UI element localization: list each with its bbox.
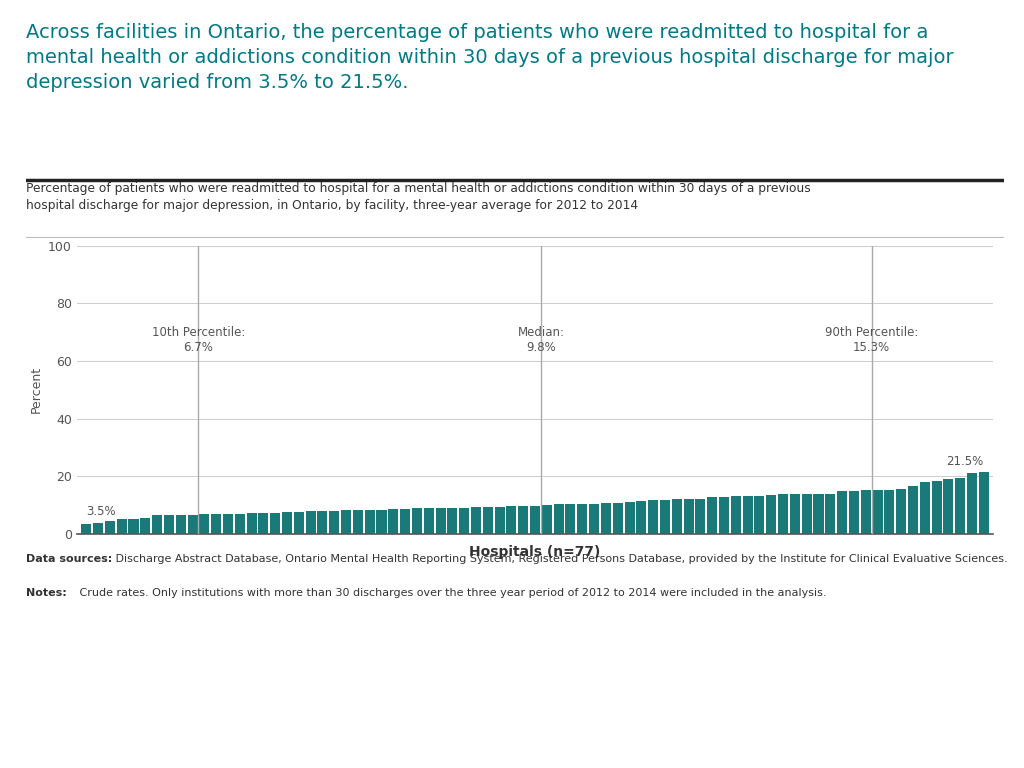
Bar bbox=[659, 500, 670, 534]
Bar bbox=[731, 496, 740, 534]
Bar bbox=[896, 489, 906, 534]
Bar bbox=[849, 491, 859, 534]
Bar bbox=[294, 512, 304, 534]
Bar bbox=[341, 510, 351, 534]
Bar bbox=[932, 482, 942, 534]
Bar bbox=[317, 511, 328, 534]
Bar bbox=[908, 485, 918, 534]
Bar bbox=[424, 508, 434, 534]
Bar bbox=[755, 496, 765, 534]
Bar bbox=[885, 489, 894, 534]
Text: Across facilities in Ontario, the percentage of patients who were readmitted to : Across facilities in Ontario, the percen… bbox=[26, 23, 953, 92]
Bar bbox=[542, 505, 552, 534]
Bar bbox=[920, 482, 930, 534]
Text: 3.5%: 3.5% bbox=[86, 505, 116, 518]
Text: www.HQOntario.ca: www.HQOntario.ca bbox=[20, 723, 138, 736]
Bar bbox=[825, 494, 836, 534]
Bar bbox=[766, 495, 776, 534]
Bar bbox=[282, 512, 292, 534]
Bar bbox=[708, 497, 717, 534]
Bar bbox=[872, 489, 883, 534]
Bar bbox=[802, 494, 812, 534]
Bar bbox=[104, 521, 115, 534]
Bar bbox=[507, 506, 516, 534]
Bar bbox=[81, 524, 91, 534]
Text: Percentage of patients who were readmitted to hospital for a mental health or ad: Percentage of patients who were readmitt… bbox=[26, 182, 810, 212]
Text: 11: 11 bbox=[502, 722, 522, 737]
Bar bbox=[330, 511, 339, 534]
Bar bbox=[435, 508, 445, 534]
Bar bbox=[247, 513, 257, 534]
Bar bbox=[648, 500, 658, 534]
Bar bbox=[482, 508, 493, 534]
Y-axis label: Percent: Percent bbox=[30, 366, 43, 413]
Bar bbox=[518, 506, 528, 534]
Text: Crude rates. Only institutions with more than 30 discharges over the three year : Crude rates. Only institutions with more… bbox=[77, 588, 827, 598]
Bar bbox=[955, 478, 966, 534]
Bar bbox=[778, 495, 788, 534]
Bar bbox=[388, 509, 398, 534]
Bar bbox=[837, 492, 847, 534]
Bar bbox=[153, 515, 162, 534]
Text: 10th Percentile:
6.7%: 10th Percentile: 6.7% bbox=[152, 326, 245, 354]
Bar bbox=[530, 506, 540, 534]
Bar bbox=[695, 499, 706, 534]
Bar bbox=[601, 503, 611, 534]
Bar bbox=[400, 509, 411, 534]
Bar bbox=[719, 497, 729, 534]
Bar bbox=[447, 508, 458, 534]
Bar bbox=[258, 513, 268, 534]
Bar bbox=[672, 499, 682, 534]
Bar bbox=[140, 518, 151, 534]
Bar bbox=[459, 508, 469, 534]
Bar bbox=[790, 494, 800, 534]
Bar bbox=[117, 519, 127, 534]
Bar bbox=[943, 478, 953, 534]
Bar bbox=[625, 502, 635, 534]
Bar bbox=[200, 514, 209, 534]
Bar bbox=[353, 510, 362, 534]
Bar bbox=[211, 514, 221, 534]
Bar bbox=[365, 510, 375, 534]
Bar bbox=[234, 514, 245, 534]
Bar bbox=[684, 499, 693, 534]
Bar bbox=[589, 504, 599, 534]
Text: Median:
9.8%: Median: 9.8% bbox=[517, 326, 564, 354]
Bar bbox=[636, 502, 646, 534]
Bar bbox=[223, 514, 233, 534]
Bar bbox=[813, 494, 823, 534]
Text: Discharge Abstract Database, Ontario Mental Health Reporting System, Registered : Discharge Abstract Database, Ontario Men… bbox=[112, 554, 1008, 564]
Bar bbox=[305, 511, 315, 534]
Text: 21.5%: 21.5% bbox=[946, 455, 984, 468]
Bar bbox=[967, 474, 977, 534]
Bar bbox=[128, 518, 138, 534]
Bar bbox=[578, 504, 588, 534]
Bar bbox=[742, 496, 753, 534]
Bar bbox=[176, 515, 185, 534]
Text: Ontario: Ontario bbox=[916, 711, 979, 730]
Bar bbox=[412, 508, 422, 534]
Bar bbox=[164, 515, 174, 534]
Bar bbox=[612, 502, 623, 534]
Bar bbox=[979, 472, 989, 534]
Text: Data sources:: Data sources: bbox=[26, 554, 112, 564]
Bar bbox=[554, 504, 563, 534]
Bar bbox=[93, 522, 103, 534]
Bar bbox=[861, 490, 870, 534]
Bar bbox=[270, 513, 281, 534]
Text: 90th Percentile:
15.3%: 90th Percentile: 15.3% bbox=[825, 326, 919, 354]
Bar bbox=[187, 515, 198, 534]
Bar bbox=[471, 508, 481, 534]
Text: Health Quality Ontario: Health Quality Ontario bbox=[916, 746, 1018, 756]
Bar bbox=[377, 509, 386, 534]
Bar bbox=[495, 507, 505, 534]
Bar bbox=[565, 504, 575, 534]
Text: Notes:: Notes: bbox=[26, 588, 67, 598]
X-axis label: Hospitals (n=77): Hospitals (n=77) bbox=[469, 545, 601, 559]
